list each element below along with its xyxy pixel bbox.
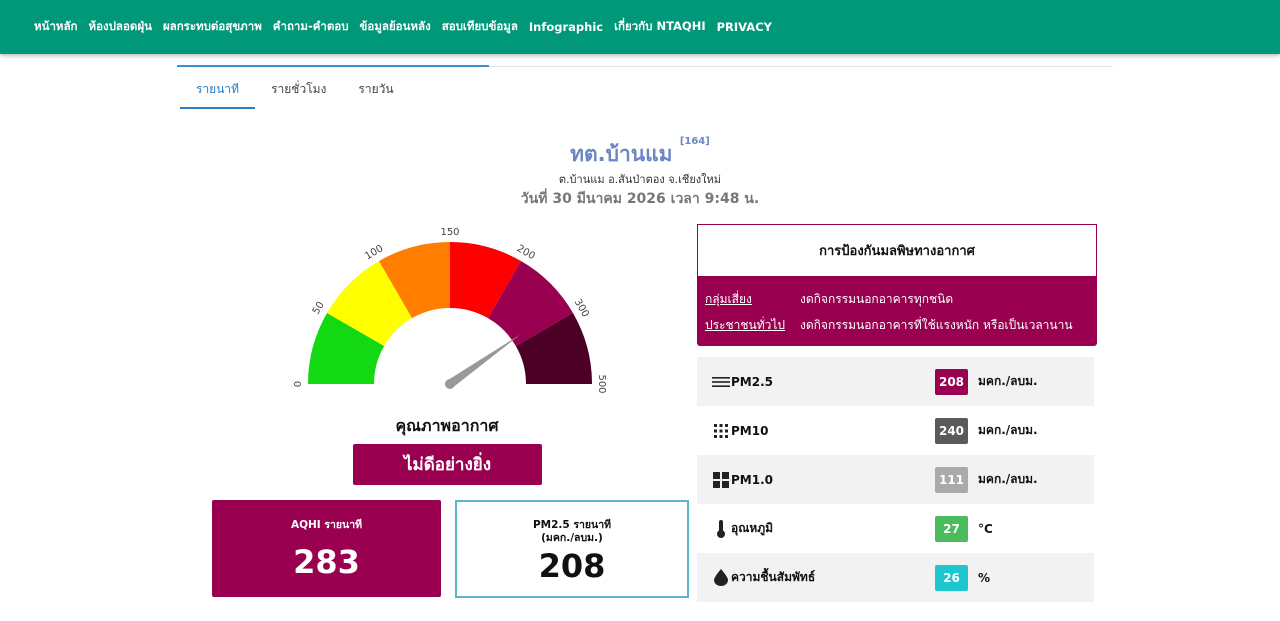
active-section-indicator bbox=[177, 65, 489, 67]
aqhi-card-value: 283 bbox=[293, 543, 360, 581]
general-public-advice: งดกิจกรรมนอกอาคารที่ใช้แรงหนัก หรือเป็นเ… bbox=[800, 318, 1073, 332]
measurement-name: ความชื้นสัมพัทธ์ bbox=[731, 570, 816, 584]
air-quality-level-badge: ไม่ดีอย่างยิ่ง bbox=[353, 444, 542, 485]
pm25-card-title: PM2.5 รายนาที (มคก./ลบม.) bbox=[457, 519, 687, 545]
tab-minute[interactable]: รายนาที bbox=[180, 76, 256, 109]
squares-grid-icon bbox=[712, 471, 730, 488]
measurement-row-humidity: ความชื้นสัมพัทธ์ 26 % bbox=[697, 553, 1094, 602]
dots-grid-icon bbox=[712, 423, 730, 438]
risk-group-link[interactable]: กลุ่มเสี่ยง bbox=[705, 292, 752, 306]
air-quality-label: คุณภาพอากาศ bbox=[395, 416, 499, 435]
risk-group-advice: งดกิจกรรมนอกอาคารทุกชนิด bbox=[800, 292, 954, 306]
section-divider bbox=[177, 66, 1113, 67]
nav-health-impact[interactable]: ผลกระทบต่อสุขภาพ bbox=[162, 19, 262, 33]
pm25-card-value: 208 bbox=[538, 547, 606, 585]
top-nav-bar: หน้าหลัก ห้องปลอดฝุ่น ผลกระทบต่อสุขภาพ ค… bbox=[0, 0, 1280, 54]
gauge-tick-label: 0 bbox=[293, 381, 304, 387]
nav-about[interactable]: เกี่ยวกับ NTAQHI bbox=[614, 19, 706, 33]
measurement-value: 26 bbox=[935, 564, 968, 591]
gauge-band bbox=[327, 261, 412, 346]
measurement-unit: % bbox=[978, 570, 991, 585]
gauge-needle-hub bbox=[445, 379, 455, 389]
station-name-text: ทต.บ้านแม bbox=[570, 142, 673, 166]
measurement-value: 240 bbox=[935, 417, 968, 444]
measurement-row-pm10: PM10 240 มคก./ลบม. bbox=[697, 406, 1094, 455]
measurement-unit: °C bbox=[978, 521, 993, 536]
station-name: ทต.บ้านแม [164] bbox=[0, 136, 1280, 171]
protection-body: กลุ่มเสี่ยง งดกิจกรรมนอกอาคารทุกชนิด ประ… bbox=[697, 276, 1097, 346]
gauge-band bbox=[308, 313, 385, 384]
measurement-value: 208 bbox=[935, 368, 968, 395]
station-id: [164] bbox=[679, 136, 710, 147]
protection-row: กลุ่มเสี่ยง งดกิจกรรมนอกอาคารทุกชนิด bbox=[705, 290, 1097, 316]
aqhi-card-title: AQHI รายนาที bbox=[290, 519, 363, 531]
droplet-icon bbox=[712, 569, 730, 586]
lines-icon bbox=[712, 376, 730, 388]
measurement-row-temperature: อุณหภูมิ 27 °C bbox=[697, 504, 1094, 553]
nav-faq[interactable]: คำถาม-คำตอบ bbox=[272, 19, 349, 33]
nav-clean-room[interactable]: ห้องปลอดฝุ่น bbox=[88, 19, 152, 33]
measurement-value: 27 bbox=[935, 515, 968, 542]
station-datetime: วันที่ 30 มีนาคม 2026 เวลา 9:48 น. bbox=[520, 191, 760, 207]
aqhi-minute-card: AQHI รายนาที 283 bbox=[212, 500, 441, 597]
measurement-row-pm25: PM2.5 208 มคก./ลบม. bbox=[697, 357, 1094, 406]
protection-row: ประชาชนทั่วไป งดกิจกรรมนอกอาคารที่ใช้แรง… bbox=[705, 316, 1097, 342]
measurement-value: 111 bbox=[935, 466, 968, 493]
period-tabs: รายนาที รายชั่วโมง รายวัน bbox=[180, 76, 410, 109]
nav-calibration[interactable]: สอบเทียบข้อมูล bbox=[441, 19, 518, 33]
thermometer-icon bbox=[712, 519, 730, 538]
station-location: ต.บ้านแม อ.สันป่าตอง จ.เชียงใหม่ bbox=[558, 173, 722, 186]
tab-daily[interactable]: รายวัน bbox=[358, 82, 394, 96]
pm25-card-title-text: PM2.5 รายนาที bbox=[532, 519, 612, 531]
tab-hourly[interactable]: รายชั่วโมง bbox=[271, 82, 327, 96]
nav-home[interactable]: หน้าหลัก bbox=[34, 19, 78, 33]
gauge-band bbox=[450, 242, 521, 319]
measurement-name: อุณหภูมิ bbox=[731, 521, 774, 535]
gauge-band bbox=[379, 242, 450, 319]
gauge-band bbox=[515, 313, 592, 384]
nav-infographic[interactable]: Infographic bbox=[528, 20, 604, 34]
general-public-link[interactable]: ประชาชนทั่วไป bbox=[705, 318, 786, 332]
measurement-unit: มคก./ลบม. bbox=[978, 374, 1038, 388]
pm25-card-unit: (มคก./ลบม.) bbox=[541, 532, 603, 544]
measurement-name: PM2.5 bbox=[731, 374, 773, 389]
protection-header: การป้องกันมลพิษทางอากาศ bbox=[697, 224, 1097, 276]
gauge-tick-label: 150 bbox=[440, 227, 459, 238]
measurement-unit: มคก./ลบม. bbox=[978, 423, 1038, 437]
nav-history[interactable]: ข้อมูลย้อนหลัง bbox=[359, 19, 431, 33]
gauge-needle bbox=[447, 334, 521, 388]
nav-privacy[interactable]: PRIVACY bbox=[716, 20, 772, 34]
measurement-name: PM10 bbox=[731, 423, 769, 438]
gauge-band bbox=[488, 261, 573, 346]
gauge-tick-label: 500 bbox=[596, 374, 607, 393]
pm25-minute-card: PM2.5 รายนาที (มคก./ลบม.) 208 bbox=[455, 500, 689, 598]
measurement-unit: มคก./ลบม. bbox=[978, 472, 1038, 486]
gauge-tick-label: 50 bbox=[311, 300, 327, 317]
measurement-name: PM1.0 bbox=[731, 472, 773, 487]
measurement-row-pm1: PM1.0 111 มคก./ลบม. bbox=[697, 455, 1094, 504]
